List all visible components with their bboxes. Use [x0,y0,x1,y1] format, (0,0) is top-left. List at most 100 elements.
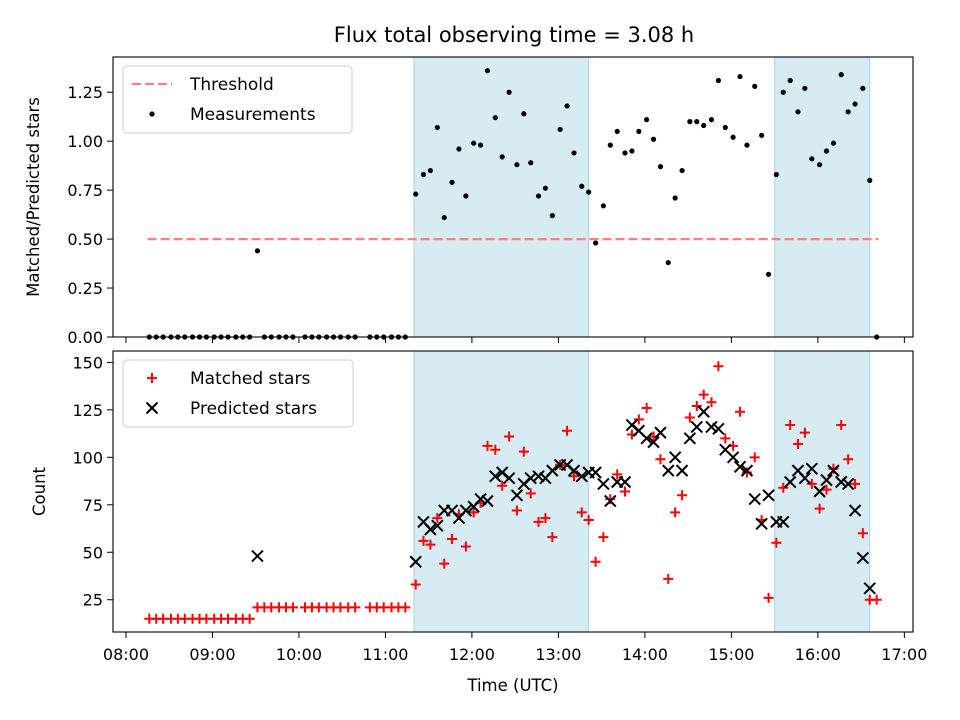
x-axis-label: Time (UTC) [466,676,558,695]
measurement-point [463,193,469,199]
measurement-point [413,191,419,197]
measurement-point [600,203,606,209]
x-tick-label: 11:00 [362,645,408,664]
matched-point [670,507,681,518]
predicted-point [575,470,588,483]
matched-point [706,397,717,408]
shaded-span-0 [413,56,590,338]
predicted-point [654,426,667,439]
matched-point [244,613,255,624]
matched-point [871,594,882,605]
matched-point [540,513,551,524]
measurement-point [427,167,434,174]
matched-point [439,558,450,569]
measurement-point [484,68,491,74]
predicted-point [474,492,487,506]
y-axis-label: Count [30,466,49,516]
predicted-point [848,504,862,517]
predicted-point [424,523,437,536]
matched-point [482,440,493,451]
measurement-point [477,142,484,148]
matched-point [576,507,587,518]
matched-point [771,537,782,548]
measurement-point [607,142,613,148]
legend-marker [147,373,157,383]
measurement-point [715,77,722,84]
measurement-point [823,148,830,154]
matched-point [828,463,839,474]
measurement-point [514,162,520,168]
predicted-point [567,464,581,477]
matched-point [814,503,825,514]
measurement-point [549,213,555,219]
count-panel: 25 50 75 100 125 150 08:00 09:00 10:00 11:00 12:00… [30,350,927,695]
measurement-point [867,177,873,183]
predicted-point [640,432,653,445]
matched-point [785,420,796,431]
matched-point [533,516,544,527]
matched-point [562,425,573,436]
measurement-point [672,195,678,201]
predicted-point [524,472,537,485]
measurement-point [752,83,758,89]
y-tick-label: 25 [83,591,103,610]
measurement-point [586,189,592,195]
matched-point [418,535,429,546]
predicted-point [783,475,797,489]
measurement-point [492,115,498,121]
measurement-point [780,89,786,95]
matched-point [583,514,594,525]
predicted-point [431,519,444,532]
matched-point [511,505,522,516]
measurement-point [795,109,801,115]
y-tick-label: 0.00 [67,328,103,347]
predicted-point [733,460,747,474]
y-tick-label: 0.75 [67,181,103,200]
measurement-point [687,119,693,125]
measurement-point [852,101,858,107]
matched-point [497,480,508,491]
x-tick-label: 16:00 [795,645,841,664]
predicted-point [697,405,710,418]
predicted-point [705,420,718,434]
predicted-point [532,470,545,483]
matched-point [663,573,674,584]
measurement-point [564,103,570,109]
predicted-point [798,472,812,485]
measurement-point [650,136,657,142]
y-axis-label: Matched/Predicted stars [24,97,43,297]
measurement-point [614,128,620,135]
measurement-point [809,156,815,162]
measurement-point [557,126,563,133]
x-tick-label: 14:00 [622,645,668,664]
measurement-point [845,109,851,115]
x-tick-label: 08:00 [103,645,149,664]
predicted-point [863,582,876,595]
measurement-point [744,142,750,148]
measurement-point [528,160,534,166]
predicted-point [827,464,840,477]
axes-frame [112,350,914,633]
predicted-point [481,494,494,508]
matched-point [612,469,623,480]
predicted-point [835,475,848,489]
y-tick-label: 50 [83,543,103,562]
matched-point [605,494,616,505]
measurement-point [694,119,700,125]
matched-point [518,446,529,457]
matched-point [677,490,688,501]
ratio-panel: 0.00 0.25 0.50 0.75 1.00 1.25 Matched/Predicte… [24,56,914,347]
matched-point [799,427,810,438]
legend-marker [145,401,159,415]
measurement-point [506,89,512,95]
legend-label: Threshold [189,75,274,95]
matched-point [850,478,861,489]
predicted-point [805,462,819,475]
matched-point [425,539,436,550]
measurement-point [679,167,685,174]
y-tick-label: 0.50 [67,230,103,249]
legend-box [122,65,353,134]
predicted-point [662,464,675,477]
measurement-point [521,111,527,117]
